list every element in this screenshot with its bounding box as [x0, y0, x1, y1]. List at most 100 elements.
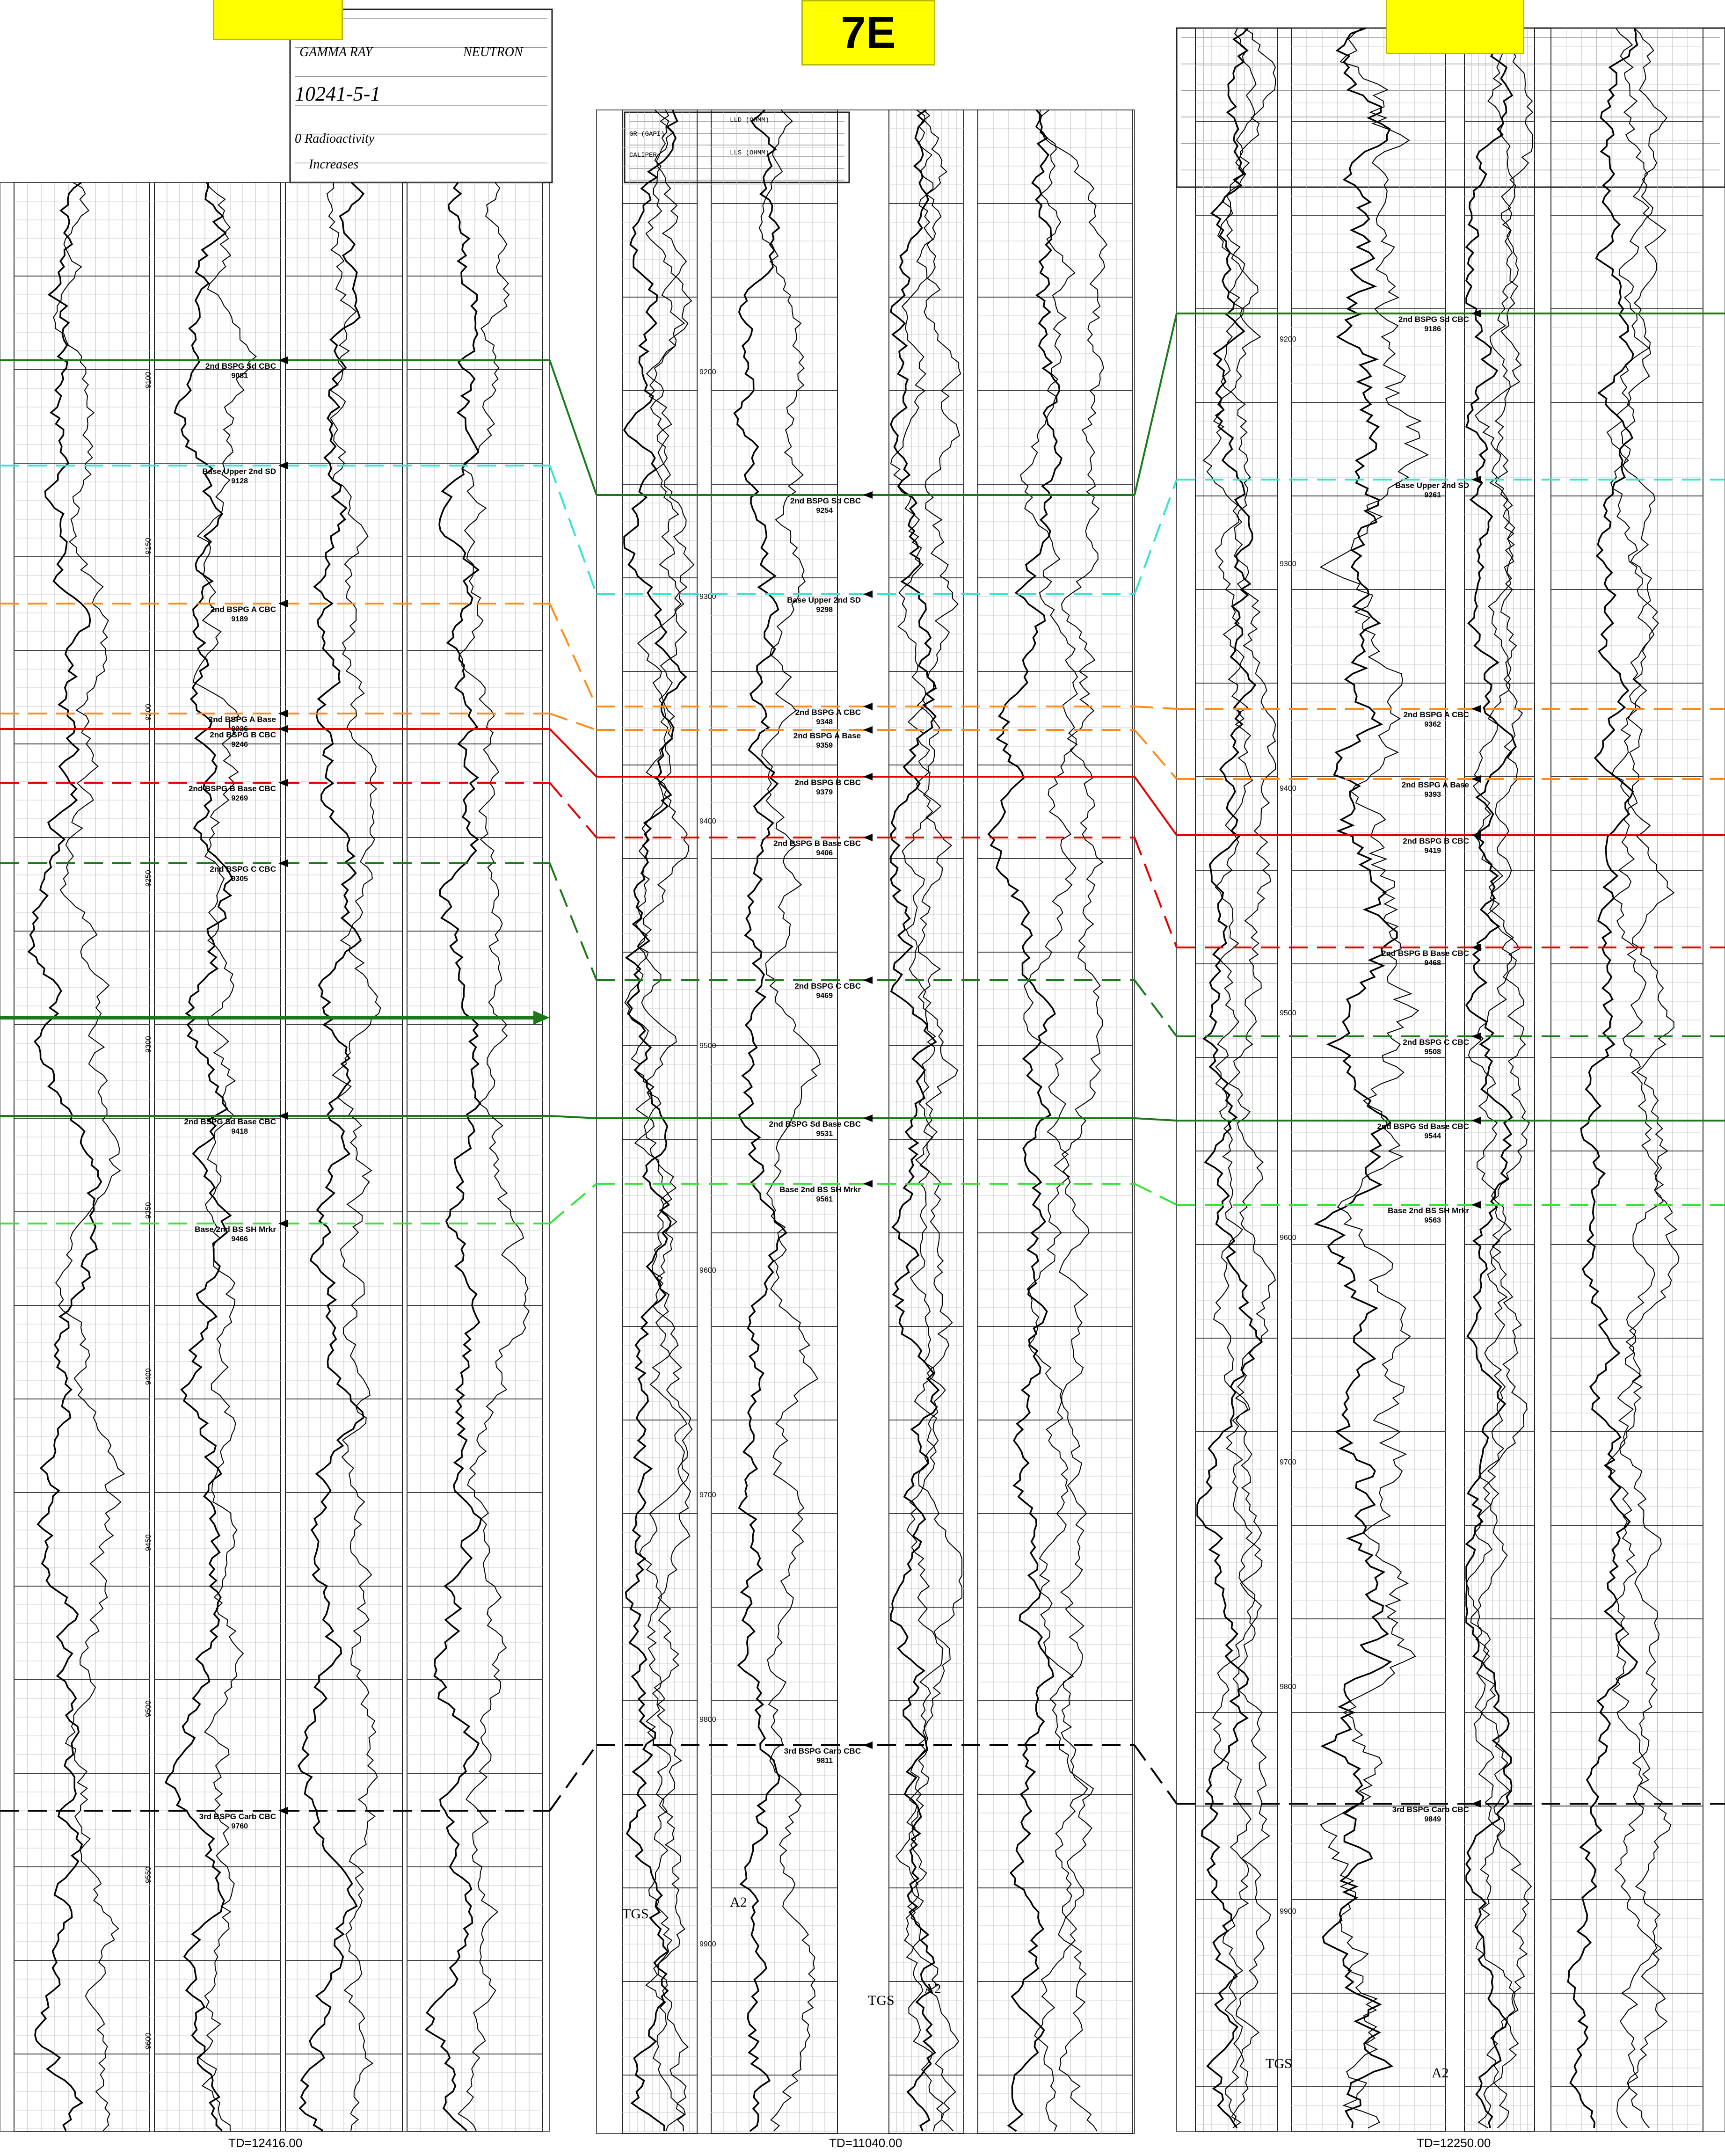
top-depth: 9406 [816, 849, 833, 857]
depth-tick-label: 9400 [145, 1368, 153, 1385]
log-curve [1202, 28, 1263, 2128]
log-track [407, 182, 543, 2132]
depth-tick-label: 9700 [1280, 1458, 1296, 1466]
top-name: Base 2nd BS SH Mrkr [1388, 1206, 1469, 1215]
pick-marker-icon [278, 710, 288, 717]
log-curve [1567, 28, 1638, 2128]
top-depth: 9811 [816, 1757, 833, 1765]
header-handwriting: Increases [308, 157, 358, 172]
correlation-segment [1134, 979, 1178, 1037]
depth-tick-label: 9450 [145, 1534, 153, 1551]
header-curve-name: LLD (OHMM) [730, 117, 769, 124]
top-depth: 9359 [816, 742, 833, 750]
log-curve [733, 109, 788, 2132]
log-curve [1313, 27, 1398, 2128]
pick-marker-icon [863, 703, 873, 710]
top-depth: 9348 [816, 718, 833, 726]
correlation-segment [549, 360, 597, 495]
top-name: Base 2nd BS SH Mrkr [779, 1185, 861, 1194]
log-annotation: TGS [1266, 2056, 1292, 2071]
log-track [888, 109, 964, 2134]
formation-top-label: 2nd BSPG A CBC 9362 [1404, 705, 1481, 728]
pick-marker-icon [1471, 1117, 1481, 1124]
header-curve-name: LLS (OHMM) [730, 149, 769, 157]
depth-tick-label: 9800 [699, 1716, 716, 1724]
header-handwriting: NEUTRON [463, 45, 524, 59]
log-curve [987, 109, 1063, 2132]
top-depth: 9466 [231, 1235, 248, 1243]
log-curve [1470, 28, 1534, 2128]
correlation-segment [549, 1115, 597, 1119]
log-curve [326, 182, 381, 2131]
pick-marker-icon [863, 1114, 873, 1122]
top-depth: 9531 [816, 1130, 833, 1138]
top-name: 2nd BSPG B Base CBC [773, 839, 861, 848]
top-depth: 9236 [231, 725, 248, 733]
top-depth: 9561 [816, 1195, 833, 1203]
correlation-segment [1134, 313, 1178, 495]
pick-marker-icon [1471, 831, 1481, 839]
depth-tick-label: 9400 [1280, 785, 1296, 793]
top-name: 2nd BSPG Sd Base CBC [769, 1120, 861, 1129]
log-curve [1319, 28, 1429, 2128]
top-name: 2nd BSPG A Base [1402, 780, 1469, 789]
correlation-segment [549, 863, 597, 981]
td-label-right: TD=12250.00 [1417, 2136, 1491, 2150]
formation-top-label: 2nd BSPG Sd Base CBC 9418 [184, 1112, 288, 1136]
pick-marker-icon [863, 773, 873, 780]
log-annotation: A2 [1432, 2065, 1449, 2081]
depth-tick-label: 9350 [145, 1202, 153, 1219]
correlation-segment [549, 1744, 597, 1812]
top-name: 2nd BSPG B CBC [794, 778, 861, 787]
correlation-segment [1134, 776, 1178, 836]
top-name: 3rd BSPG Carb CBC [199, 1812, 276, 1821]
log-curve [164, 182, 233, 2132]
top-depth: 9305 [231, 875, 248, 883]
top-depth: 9261 [1424, 491, 1441, 499]
formation-top-label: 2nd BSPG B CBC 9419 [1403, 831, 1481, 855]
top-depth: 9189 [231, 615, 248, 623]
log-curve [890, 109, 960, 2132]
log-curve [623, 109, 687, 2132]
pick-marker-icon [863, 491, 873, 499]
depth-tick-label: 9600 [1280, 1234, 1296, 1242]
correlation-segment [549, 1183, 597, 1224]
depth-tick-label: 9100 [145, 371, 153, 388]
pick-marker-icon [1471, 944, 1481, 951]
top-name: 2nd BSPG A Base [793, 731, 861, 740]
pick-marker-icon [863, 976, 873, 984]
log-header-box [1176, 27, 1725, 188]
td-label-left: TD=12416.00 [228, 2136, 303, 2150]
correlation-segment [549, 465, 597, 595]
log-track [711, 109, 838, 2134]
depth-tick-label: 9300 [145, 1036, 153, 1053]
formation-top-label: 2nd BSPG B CBC 9246 [210, 725, 288, 749]
well-panel-2: 9200 9300 9400 9500 9600 9700 9800 9900 [1176, 27, 1725, 2132]
top-depth: 9418 [231, 1128, 248, 1136]
pick-marker-icon [1471, 775, 1481, 783]
pick-marker-icon [1471, 1201, 1481, 1209]
log-track [622, 109, 698, 2134]
top-name: Base Upper 2nd SD [202, 467, 276, 476]
top-depth: 9469 [816, 992, 833, 1000]
top-depth: 9128 [231, 477, 248, 485]
pick-marker-icon [863, 1741, 873, 1749]
top-name: 2nd BSPG Sd CBC [790, 496, 861, 505]
log-curve [457, 182, 530, 2131]
top-name: 2nd BSPG B Base CBC [189, 784, 276, 793]
depth-tick-label: 9150 [145, 538, 153, 554]
log-curve [1605, 28, 1664, 2128]
correlation-segment [549, 713, 597, 731]
header-curve-name: GR (GAPI) [629, 131, 665, 138]
